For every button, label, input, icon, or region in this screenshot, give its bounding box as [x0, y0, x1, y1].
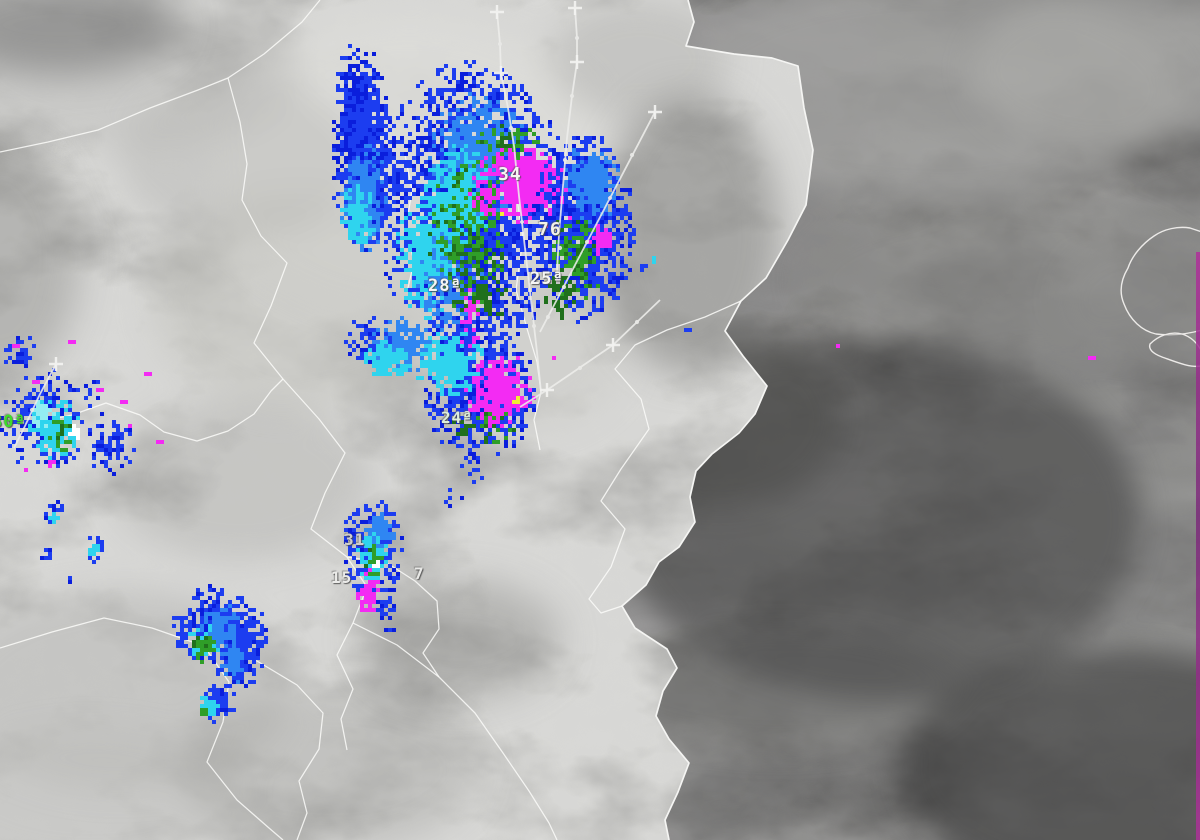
- waypoint-cross-icon: [49, 357, 63, 371]
- trajectory-line: [496, 11, 542, 393]
- trajectory-bead: [577, 365, 583, 371]
- waypoint-cross-icon: [606, 338, 620, 352]
- trajectory-bead: [545, 314, 551, 320]
- trajectory-line: [539, 111, 656, 333]
- trajectory-bead: [29, 407, 35, 413]
- trajectory-bead: [519, 219, 525, 225]
- trajectory-bead: [607, 195, 613, 201]
- right-edge-artifact-strip: [1196, 252, 1200, 840]
- waypoint-cross-icon: [648, 105, 662, 119]
- trajectory-bead: [569, 93, 575, 99]
- trajectory-bead: [629, 152, 635, 158]
- trajectory-bead: [561, 284, 567, 290]
- trajectory-bead: [584, 239, 590, 245]
- trajectory-bead: [634, 319, 640, 325]
- waypoint-cross-icon: [490, 5, 504, 19]
- waypoint-cross-icon: [494, 66, 508, 80]
- trajectory-bead: [562, 157, 568, 163]
- trajectory-line: [556, 7, 578, 273]
- trajectory-bead: [531, 323, 537, 329]
- trajectory-bead: [497, 41, 503, 47]
- waypoint-cross-icon: [540, 383, 554, 397]
- waypoint-cross-icon: [568, 1, 582, 15]
- trajectory-bead: [557, 245, 563, 251]
- trajectory-bead: [508, 125, 514, 131]
- trajectory-line: [13, 363, 57, 449]
- trajectory-bead: [574, 35, 580, 41]
- waypoint-cross-icon: [570, 55, 584, 69]
